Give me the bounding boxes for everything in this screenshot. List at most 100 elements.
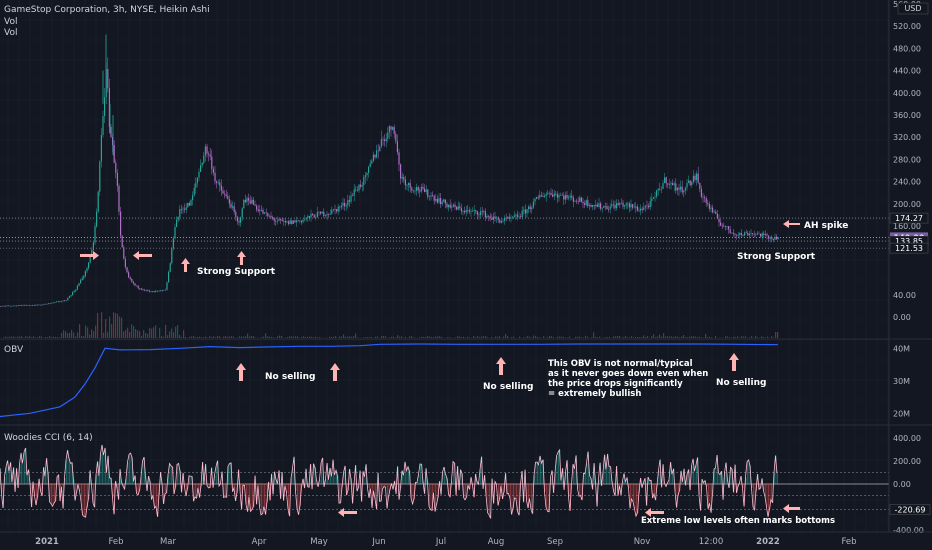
volume-bar — [513, 336, 515, 338]
candle-body — [275, 220, 277, 222]
candle-body — [268, 215, 270, 217]
volume-bar — [247, 333, 249, 338]
time-tick-label: Mar — [160, 537, 177, 547]
candle-body — [371, 160, 373, 164]
candle-body — [206, 146, 208, 154]
cci-panel[interactable]: 400.00 200.00 0.00 -400.00 -220.69 — [0, 434, 931, 535]
candle-body — [683, 190, 685, 193]
candle-body — [342, 202, 344, 206]
volume-bar — [393, 336, 395, 338]
candle-body — [156, 290, 158, 292]
candle-body — [16, 305, 18, 307]
candle-body — [475, 209, 477, 212]
candle-body — [571, 195, 573, 198]
candle-body — [630, 204, 632, 208]
volume-bar — [115, 312, 117, 338]
cci-histogram-bar — [274, 471, 276, 484]
cci-histogram-bar — [379, 484, 381, 502]
candle-body — [619, 203, 621, 205]
volume-bar — [667, 336, 669, 338]
candle-body — [81, 278, 83, 280]
candle-body — [3, 305, 5, 307]
candle-body — [412, 190, 414, 192]
candle-body — [145, 289, 147, 291]
cci-histogram-bar — [475, 473, 477, 484]
candle-body — [387, 132, 389, 139]
volume-bar — [243, 336, 245, 338]
cci-histogram-bar — [463, 484, 465, 498]
cci-histogram-bar — [531, 484, 532, 510]
volume-bar — [681, 336, 683, 338]
candle-body — [222, 190, 224, 194]
price-tick-label: 280.00 — [893, 155, 921, 164]
cci-histogram-bar — [586, 463, 588, 484]
volume-bar — [27, 336, 29, 338]
cci-histogram-bar — [486, 484, 487, 495]
cci-histogram-bar — [507, 484, 508, 495]
time-tick-label: May — [310, 537, 328, 547]
volume-bar — [409, 336, 411, 338]
candle-body — [169, 263, 171, 273]
cci-histogram-bar — [235, 484, 237, 501]
currency-badge[interactable] — [897, 2, 929, 15]
candle-body — [448, 204, 450, 208]
candle-body — [299, 220, 301, 222]
cci-histogram-bar — [774, 472, 775, 484]
cci-histogram-bar — [328, 479, 330, 484]
cci-histogram-bar — [321, 463, 322, 484]
candle-body — [555, 193, 557, 195]
volume-bar — [167, 335, 169, 338]
cci-histogram-bar — [634, 484, 636, 510]
volume-bar — [727, 336, 729, 338]
candle-body — [337, 206, 339, 212]
cci-histogram-bar — [405, 461, 406, 484]
candle-body — [264, 212, 266, 214]
cci-histogram-bar — [6, 467, 7, 484]
volume-bar — [709, 336, 711, 338]
volume-bar — [273, 337, 275, 338]
candle-body — [17, 305, 19, 306]
cci-histogram-bar — [706, 484, 708, 487]
volume-bar — [149, 327, 151, 338]
candle-body — [523, 209, 525, 211]
price-tick-label: 40.00 — [893, 291, 916, 300]
volume-bar — [281, 336, 283, 338]
cci-histogram-bar — [12, 482, 13, 484]
obv-tick-label: 40M — [893, 344, 910, 353]
candle-body — [91, 249, 93, 256]
candle-body — [576, 200, 578, 202]
volume-bar — [755, 336, 757, 338]
candle-body — [11, 305, 13, 307]
volume-bar — [209, 336, 211, 338]
candle-body — [380, 139, 382, 147]
candle-body — [217, 182, 219, 184]
candle-body — [70, 295, 72, 297]
price-panel[interactable]: 560.00520.00480.00440.00400.00360.00320.… — [0, 0, 929, 338]
time-tick-label: 2022 — [756, 537, 780, 547]
obv-panel[interactable]: 40M 30M 20M — [0, 343, 910, 418]
volume-bar — [181, 336, 183, 338]
cci-histogram-bar — [445, 474, 447, 484]
cci-histogram-bar — [66, 460, 67, 484]
candle-body — [441, 201, 443, 205]
volume-bar — [347, 336, 349, 338]
volume-bar — [335, 336, 337, 338]
candle-body — [89, 255, 91, 263]
volume-bar — [147, 333, 149, 338]
candle-body — [211, 156, 213, 169]
obv-annotations — [236, 353, 739, 381]
candle-body — [428, 196, 430, 198]
time-tick-label: Apr — [252, 537, 267, 547]
candle-body — [196, 177, 198, 184]
candle-body — [736, 234, 738, 236]
time-axis[interactable]: 2021 Feb Mar Apr May Jun Jul Aug Sep Nov 12:00 2022… — [35, 537, 856, 547]
candle-body — [390, 126, 392, 130]
cci-histogram-bar — [717, 454, 718, 484]
volume-bar — [57, 337, 59, 338]
cci-histogram-bar — [136, 484, 138, 494]
candle-body — [68, 296, 70, 298]
cci-histogram-bar — [595, 481, 597, 484]
volume-bar — [383, 336, 385, 338]
candle-body — [766, 234, 768, 236]
